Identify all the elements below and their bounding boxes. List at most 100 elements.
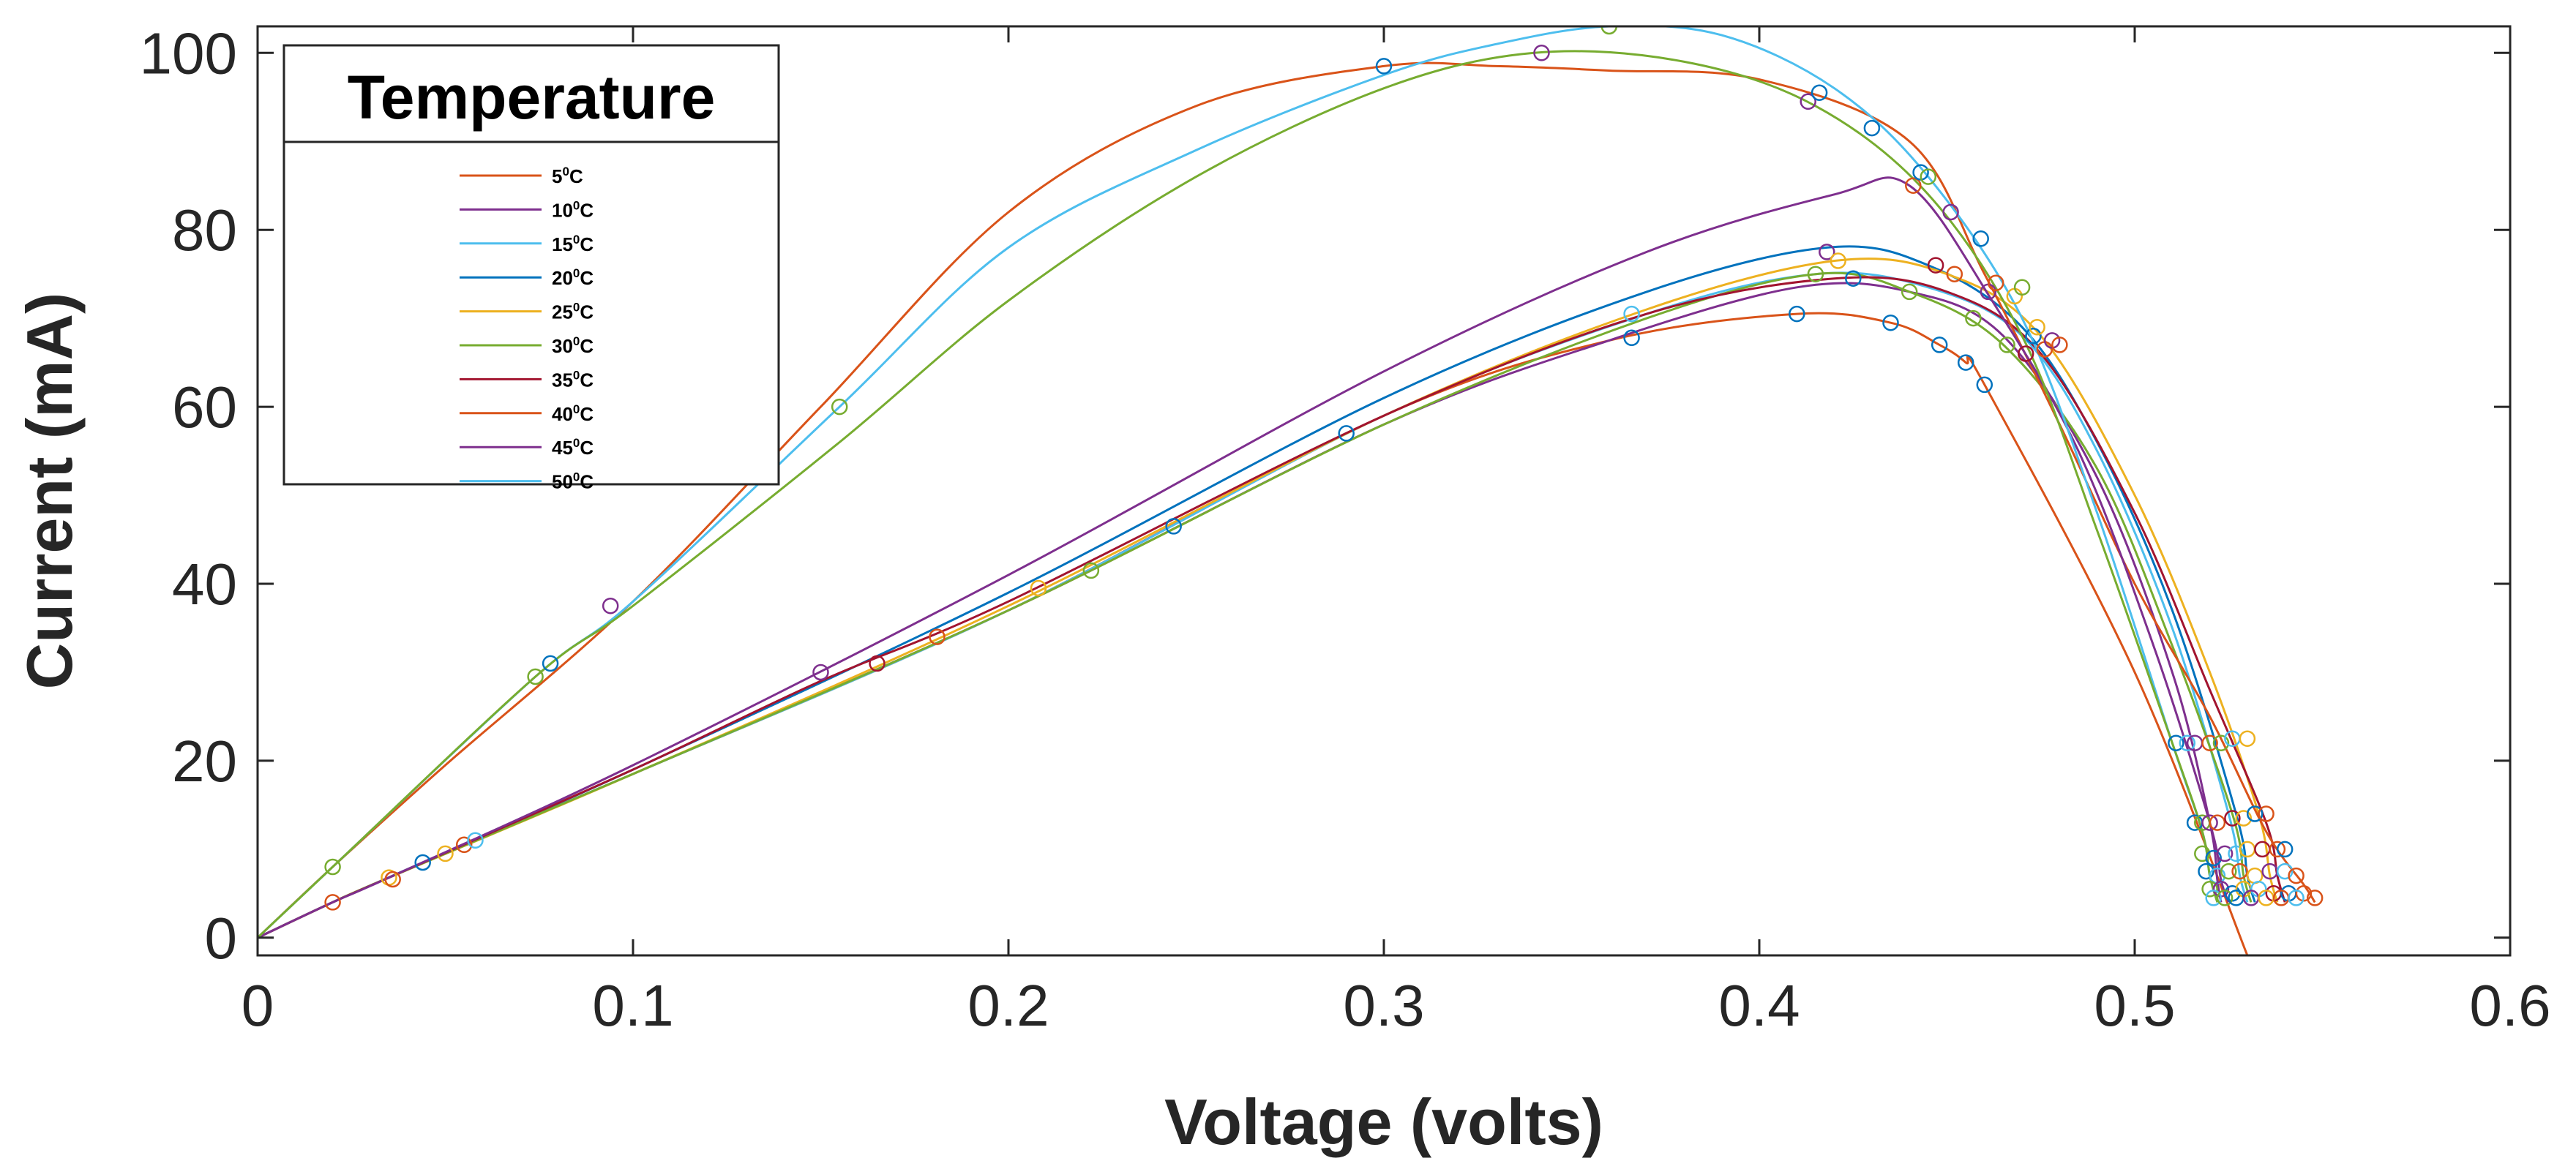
- y-tick-label: 80: [172, 198, 237, 263]
- data-point-marker: [455, 836, 473, 854]
- data-point-marker: [527, 668, 544, 685]
- data-point-marker: [2231, 862, 2248, 880]
- legend-label: 150C: [552, 233, 594, 255]
- y-tick-label: 0: [205, 906, 238, 971]
- x-tick-label: 0.2: [967, 973, 1049, 1038]
- data-point-marker: [2258, 805, 2274, 822]
- data-point-marker: [812, 664, 829, 681]
- data-point-marker: [869, 655, 886, 672]
- data-point-marker: [1905, 177, 1922, 194]
- data-point-marker: [2235, 810, 2253, 827]
- data-point-marker: [1533, 45, 1550, 61]
- data-point-marker: [2205, 890, 2222, 906]
- series-line-30C-5: [258, 271, 2253, 939]
- data-point-marker: [2306, 890, 2324, 906]
- data-point-marker: [2228, 845, 2244, 862]
- marker-layer: [324, 26, 2324, 911]
- x-tick-label: 0.6: [2469, 973, 2550, 1038]
- legend-label: 500C: [552, 470, 594, 493]
- legend-entry-10C: 100C: [460, 198, 594, 221]
- series-layer: [258, 26, 2316, 955]
- data-point-marker: [1999, 337, 2015, 353]
- data-point-marker: [602, 597, 619, 614]
- data-point-marker: [2168, 734, 2184, 751]
- legend-entry-35C: 350C: [460, 368, 594, 391]
- data-point-marker: [2179, 734, 2196, 751]
- data-point-marker: [2209, 814, 2226, 831]
- data-point-marker: [1942, 203, 1959, 221]
- data-point-marker: [1946, 266, 1963, 282]
- data-point-marker: [2201, 881, 2218, 898]
- data-point-marker: [2288, 867, 2304, 884]
- data-point-marker: [1882, 314, 1899, 331]
- legend-label: 200C: [552, 266, 594, 289]
- data-point-marker: [2220, 862, 2237, 880]
- data-point-marker: [2013, 279, 2031, 296]
- legend-label: 350C: [552, 368, 594, 391]
- legend-entries: 50C 100C 150C 200C 250C 300C 350C 400C 450C 500C: [460, 165, 594, 493]
- y-axis-title: Current (mA): [13, 293, 86, 690]
- data-point-marker: [2198, 862, 2214, 880]
- series-line-35C-6: [258, 276, 2286, 939]
- series-line-45C-8: [258, 176, 2230, 939]
- data-point-marker: [2288, 890, 2304, 906]
- data-point-marker: [1965, 309, 1982, 327]
- legend-entry-50C: 500C: [460, 470, 594, 493]
- data-point-marker: [2025, 328, 2042, 345]
- x-tick-label: 0.3: [1343, 973, 1424, 1038]
- data-point-marker: [1927, 257, 1944, 274]
- legend-entry-25C: 250C: [460, 301, 594, 323]
- data-point-marker: [2201, 814, 2218, 831]
- data-point-marker: [2276, 862, 2294, 880]
- x-tick-label: 0.5: [2094, 973, 2175, 1038]
- data-point-marker: [1972, 230, 1989, 247]
- legend-entry-15C: 150C: [460, 233, 594, 255]
- legend: Temperature 50C 100C 150C 200C 250C 300C 350C 4…: [282, 44, 780, 493]
- x-tick-label: 0.4: [1718, 973, 1800, 1038]
- data-point-marker: [1375, 58, 1393, 75]
- legend-label: 300C: [552, 334, 594, 357]
- data-point-marker: [1957, 354, 1974, 371]
- legend-entry-40C: 400C: [460, 402, 594, 425]
- data-point-marker: [2216, 845, 2234, 862]
- data-point-marker: [2051, 337, 2068, 353]
- data-point-marker: [324, 894, 341, 911]
- data-point-marker: [1082, 562, 1100, 579]
- data-point-marker: [1338, 425, 1355, 442]
- legend-entry-45C: 450C: [460, 436, 594, 459]
- data-point-marker: [1623, 329, 1640, 347]
- data-point-marker: [1830, 252, 1846, 269]
- legend-label: 50C: [552, 165, 583, 187]
- tick-layer: 0 0.1 0.2 0.3 0.4 0.5 0.6 0 20 40 60 80 100: [140, 20, 2551, 1038]
- data-point-marker: [2276, 841, 2294, 858]
- data-point-marker: [1976, 376, 1993, 394]
- data-point-marker: [1800, 93, 1816, 110]
- data-point-marker: [1600, 26, 1618, 35]
- data-point-marker: [542, 655, 559, 672]
- data-point-marker: [2216, 890, 2234, 906]
- data-point-marker: [1863, 119, 1881, 137]
- legend-label: 450C: [552, 436, 594, 459]
- data-point-marker: [1165, 518, 1182, 535]
- y-tick-label: 60: [172, 375, 237, 440]
- data-point-marker: [2224, 810, 2241, 827]
- x-tick-label: 0: [242, 973, 274, 1038]
- data-point-marker: [2246, 805, 2264, 822]
- legend-entry-30C: 300C: [460, 334, 594, 357]
- legend-label: 250C: [552, 301, 594, 323]
- legend-entry-20C: 200C: [460, 266, 594, 289]
- data-point-marker: [2239, 730, 2256, 747]
- data-point-marker: [1623, 305, 1640, 323]
- data-point-marker: [929, 628, 946, 645]
- data-point-marker: [1987, 274, 2004, 292]
- data-point-marker: [1811, 84, 1828, 101]
- data-point-marker: [831, 398, 848, 416]
- y-tick-label: 40: [172, 552, 237, 617]
- data-point-marker: [2212, 734, 2230, 751]
- legend-entry-5C: 50C: [460, 165, 583, 187]
- data-point-marker: [384, 871, 401, 888]
- data-point-marker: [437, 845, 454, 862]
- data-point-marker: [1920, 168, 1937, 185]
- legend-label: 400C: [552, 402, 594, 425]
